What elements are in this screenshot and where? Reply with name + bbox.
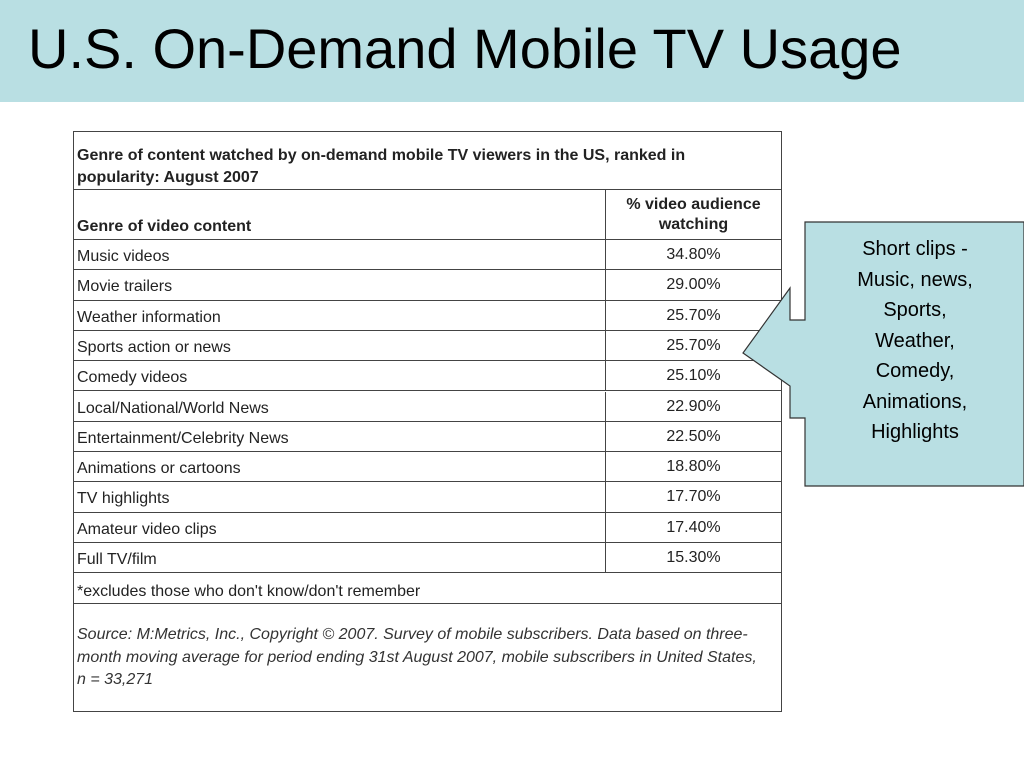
table-row: Music videos 34.80% [74,240,781,271]
pct-cell: 18.80% [605,452,781,482]
table-row: Weather information 25.70% [74,300,781,331]
pct-header-line1: % video audience [626,196,761,213]
table-row: Sports action or news 25.70% [74,330,781,362]
table-row: Animations or cartoons 18.80% [74,452,781,483]
genre-cell: TV highlights [77,490,170,508]
pct-cell: 17.70% [605,482,781,512]
table-caption: Genre of content watched by on-demand mo… [77,147,686,186]
pct-cell: 25.70% [605,300,781,330]
table-row: Entertainment/Celebrity News 22.50% [74,421,781,453]
pct-column-header: % video audience watching [605,190,781,239]
slide-title: U.S. On-Demand Mobile TV Usage [28,17,902,80]
table-row: Amateur video clips 17.40% [74,512,781,543]
genre-column-header: Genre of video content [77,218,252,235]
callout-line: Comedy, [875,360,955,382]
pct-cell: 29.00% [605,270,781,300]
callout-line: Short clips - [862,238,968,260]
callout-line: Animations, [862,390,968,413]
genre-cell: Animations or cartoons [77,460,241,478]
table-row: Local/National/World News 22.90% [74,391,781,422]
table-row: Movie trailers 29.00% [74,270,781,301]
table-footnote: *excludes those who don't know/don't rem… [77,583,421,600]
table-row: TV highlights 17.70% [74,482,781,513]
genre-cell: Full TV/film [77,551,157,568]
pct-cell: 25.10% [605,361,781,391]
callout-line: Weather, [875,329,955,352]
pct-cell: 22.90% [605,391,781,421]
table-caption-row: Genre of content watched by on-demand mo… [74,132,781,190]
callout-line: Highlights [871,421,959,443]
data-table: Genre of content watched by on-demand mo… [73,131,782,712]
callout-text: Short clips - Music, news, Sports, Weather,… [805,234,1024,448]
genre-cell: Amateur video clips [77,520,217,538]
table-source: Source: M:Metrics, Inc., Copyright © 200… [77,626,757,688]
genre-cell: Local/National/World News [77,399,269,417]
pct-cell: 15.30% [605,543,781,573]
callout-line: Sports, [883,299,947,321]
table-row: Comedy videos 25.10% [74,361,781,392]
table-header-row: Genre of video content % video audience … [74,190,781,240]
pct-cell: 17.40% [605,512,781,542]
genre-cell: Music videos [77,248,170,265]
genre-cell: Movie trailers [77,278,173,296]
title-bar [0,0,1024,102]
footnote-row: *excludes those who don't know/don't rem… [74,573,781,604]
callout-shape [742,221,1024,487]
pct-header-line2: watching [658,216,729,233]
table-row: Full TV/film 15.30% [74,543,781,574]
genre-cell: Entertainment/Celebrity News [77,429,289,447]
pct-cell: 22.50% [605,421,781,452]
genre-cell: Weather information [77,308,221,326]
callout-line: Music, news, [857,268,973,291]
pct-cell: 25.70% [605,330,781,361]
genre-cell: Sports action or news [77,338,231,356]
genre-cell: Comedy videos [77,369,188,387]
pct-cell: 34.80% [605,240,781,270]
